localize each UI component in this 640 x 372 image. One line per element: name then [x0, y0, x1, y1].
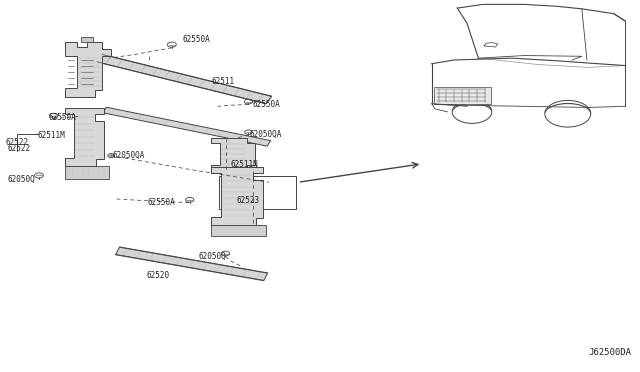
Polygon shape [65, 166, 109, 179]
Circle shape [108, 154, 115, 158]
Text: 62550A: 62550A [148, 198, 175, 207]
Text: 62050Q: 62050Q [198, 252, 227, 261]
Text: 62511N: 62511N [230, 160, 259, 169]
Polygon shape [65, 108, 104, 166]
Text: 62511: 62511 [211, 77, 235, 86]
Polygon shape [103, 107, 271, 146]
Text: 62050QA: 62050QA [113, 151, 145, 160]
Text: 62522: 62522 [7, 144, 30, 153]
Text: 62511M: 62511M [38, 131, 65, 141]
Text: J62500DA: J62500DA [589, 348, 632, 357]
Polygon shape [97, 54, 272, 104]
FancyBboxPatch shape [434, 87, 490, 104]
Text: 62050QA: 62050QA [250, 130, 282, 140]
Text: 62550A: 62550A [49, 113, 76, 122]
Polygon shape [116, 247, 268, 281]
Text: 62520: 62520 [147, 271, 170, 280]
Polygon shape [211, 167, 262, 225]
Text: 62050Q: 62050Q [7, 175, 35, 184]
Text: 62550A: 62550A [182, 35, 211, 44]
Polygon shape [211, 225, 266, 236]
Polygon shape [211, 138, 255, 170]
Polygon shape [65, 42, 111, 97]
Polygon shape [81, 37, 93, 42]
Text: 62522: 62522 [6, 138, 29, 147]
Text: 62523: 62523 [237, 196, 260, 205]
Text: 62550A: 62550A [253, 100, 281, 109]
